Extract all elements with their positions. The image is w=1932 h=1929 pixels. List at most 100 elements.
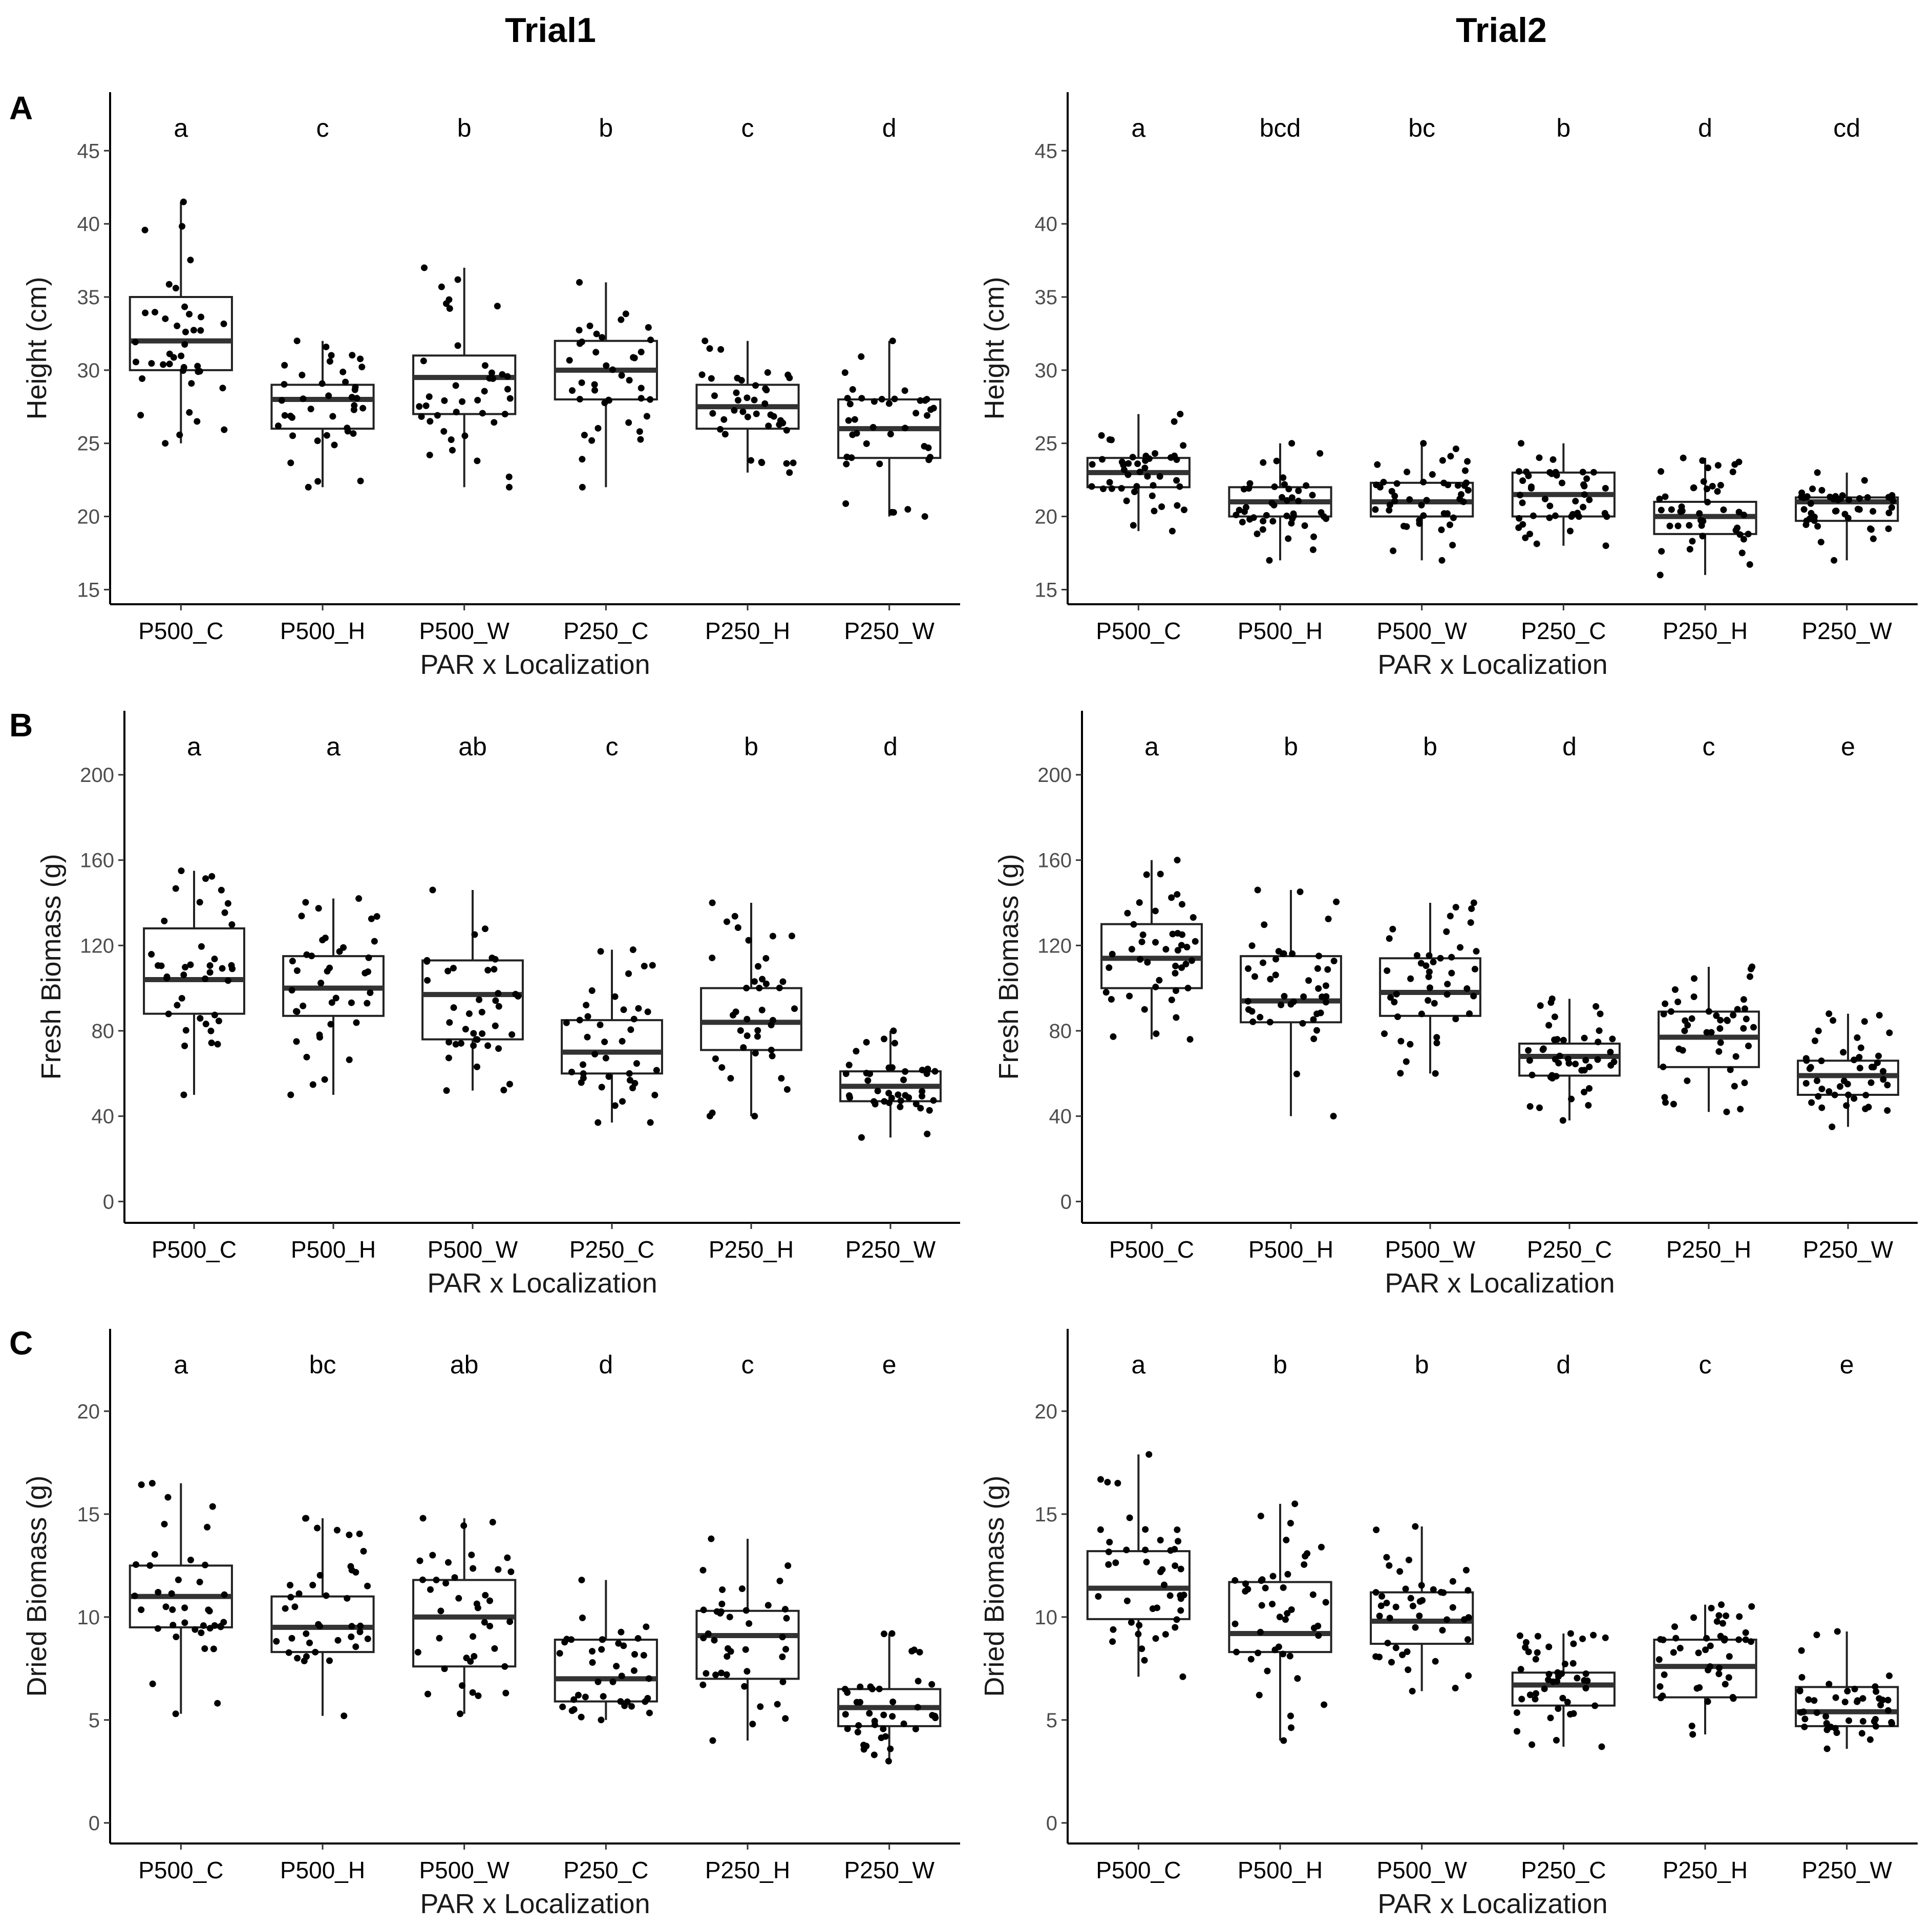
y-tick-label: 20 — [77, 506, 100, 528]
data-point — [453, 409, 460, 416]
data-point — [1089, 461, 1096, 468]
data-point — [618, 372, 625, 379]
y-axis-title: Fresh Biomass (g) — [993, 854, 1024, 1079]
data-point — [711, 1637, 718, 1644]
data-point — [653, 1067, 660, 1074]
data-point — [1560, 1036, 1567, 1044]
data-point — [1602, 542, 1609, 549]
data-point — [923, 1070, 930, 1077]
data-point — [629, 946, 636, 953]
data-point — [761, 400, 769, 407]
data-point — [473, 1063, 480, 1070]
data-point — [1247, 1656, 1255, 1663]
significance-letter: a — [1131, 1350, 1145, 1379]
data-point — [889, 337, 896, 345]
data-point — [1834, 1628, 1841, 1635]
data-point — [1528, 483, 1535, 491]
x-tick-label: P250_H — [705, 1857, 790, 1883]
data-point — [709, 410, 716, 417]
data-point — [1699, 457, 1706, 464]
data-point — [445, 1038, 453, 1046]
data-point — [1232, 1577, 1239, 1584]
data-point — [589, 1648, 596, 1655]
data-point — [1315, 952, 1323, 960]
data-point — [1190, 914, 1197, 921]
data-point — [1522, 534, 1529, 541]
data-point — [1268, 499, 1276, 506]
data-point — [1105, 1549, 1112, 1556]
data-point — [1696, 1684, 1703, 1691]
data-point — [462, 1026, 469, 1033]
data-point — [762, 955, 770, 962]
data-point — [1844, 1080, 1851, 1088]
data-point — [1377, 1602, 1385, 1609]
data-point — [1417, 960, 1425, 967]
data-point — [1705, 1008, 1712, 1015]
data-point — [460, 1522, 468, 1529]
data-point — [1272, 971, 1279, 979]
data-point — [1549, 456, 1557, 463]
data-point — [274, 422, 282, 430]
x-tick-label: P500_H — [1248, 1236, 1333, 1263]
data-point — [900, 1720, 907, 1727]
data-point — [1747, 1638, 1754, 1645]
data-point — [211, 1622, 218, 1629]
data-point — [1574, 1674, 1581, 1682]
data-point — [1807, 500, 1814, 507]
data-point — [1236, 506, 1243, 514]
data-point — [504, 1554, 511, 1561]
data-point — [1691, 975, 1698, 982]
data-point — [1300, 993, 1307, 1000]
data-point — [300, 1002, 307, 1009]
data-point — [214, 1041, 221, 1048]
data-point — [188, 380, 195, 387]
data-point — [1580, 503, 1587, 511]
data-point — [202, 975, 209, 982]
data-point — [1143, 871, 1150, 878]
data-point — [621, 1702, 628, 1709]
data-point — [1310, 1016, 1317, 1023]
data-point — [1169, 930, 1176, 938]
y-tick-label: 20 — [1035, 1401, 1058, 1423]
data-point — [1109, 1638, 1116, 1645]
data-point — [1233, 512, 1240, 519]
data-point — [187, 961, 194, 968]
data-point — [1110, 1033, 1117, 1040]
data-point — [597, 1021, 604, 1028]
data-point — [197, 327, 204, 334]
data-point — [636, 428, 643, 435]
data-point — [495, 1003, 502, 1010]
data-point — [1657, 571, 1664, 579]
box-iqr — [412, 1579, 517, 1668]
data-point — [752, 1050, 759, 1057]
data-point — [1123, 497, 1130, 504]
x-axis-title: PAR x Localization — [427, 1268, 657, 1299]
data-point — [1668, 506, 1675, 513]
box-iqr — [270, 1595, 375, 1654]
data-point — [1376, 483, 1384, 491]
significance-letter: bc — [1408, 114, 1435, 142]
data-point — [444, 967, 452, 974]
data-point — [1114, 1479, 1121, 1487]
data-point — [588, 987, 596, 994]
data-point — [1464, 458, 1471, 465]
data-point — [580, 1061, 587, 1068]
data-point — [202, 1561, 209, 1568]
data-point — [1581, 491, 1588, 498]
data-point — [637, 436, 644, 443]
data-point — [443, 1087, 450, 1094]
data-point — [481, 388, 488, 395]
data-point — [1149, 1605, 1156, 1613]
data-point — [138, 1481, 145, 1488]
data-point — [1162, 946, 1170, 953]
data-point — [1174, 502, 1181, 509]
data-point — [1528, 1741, 1536, 1748]
data-point — [419, 1515, 427, 1522]
data-point — [1315, 1632, 1322, 1639]
data-point — [323, 432, 330, 439]
data-point — [924, 1130, 931, 1137]
data-point — [364, 1635, 371, 1642]
data-point — [917, 1105, 924, 1112]
data-point — [1405, 1556, 1412, 1563]
data-point — [1854, 1698, 1861, 1705]
